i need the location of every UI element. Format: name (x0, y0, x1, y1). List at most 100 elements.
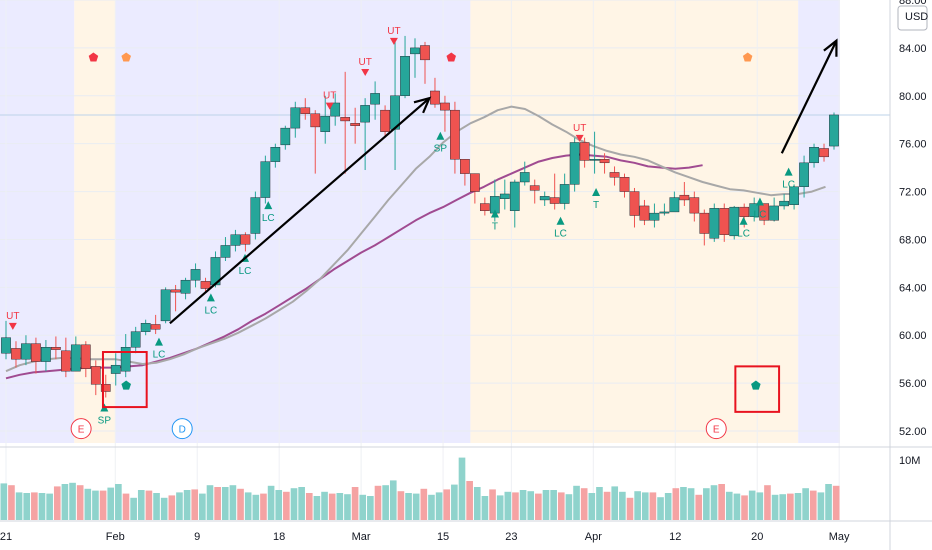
volume-bar[interactable] (107, 487, 115, 520)
volume-bar[interactable] (260, 493, 267, 520)
volume-bar[interactable] (550, 490, 557, 520)
candle-body[interactable] (410, 47, 420, 55)
candle[interactable] (400, 35, 410, 99)
candle-body[interactable] (260, 161, 271, 198)
candle[interactable] (499, 179, 510, 210)
event-badge[interactable]: E (705, 418, 727, 440)
candle[interactable] (180, 277, 191, 300)
candle[interactable] (120, 334, 131, 378)
candle[interactable] (539, 191, 550, 206)
volume-bar[interactable] (817, 492, 825, 520)
candle-body[interactable] (669, 197, 680, 213)
signal-marker[interactable]: LC (554, 216, 567, 240)
candle-body[interactable] (609, 172, 620, 178)
candle[interactable] (11, 341, 21, 368)
candle[interactable] (460, 159, 470, 186)
signal-marker[interactable]: LC (262, 201, 275, 224)
candle-body[interactable] (320, 115, 331, 132)
candle[interactable] (250, 191, 261, 240)
candle[interactable] (619, 173, 630, 198)
volume-bar[interactable] (504, 491, 512, 520)
volume-bar[interactable] (0, 483, 8, 520)
candle[interactable] (589, 131, 600, 174)
candle-body[interactable] (380, 109, 390, 132)
volume-bar[interactable] (15, 492, 23, 520)
candle-body[interactable] (21, 343, 31, 360)
volume-bar[interactable] (596, 487, 603, 520)
candle[interactable] (300, 98, 311, 120)
candle-body[interactable] (789, 186, 799, 205)
candle-body[interactable] (699, 212, 710, 234)
volume-bar[interactable] (92, 490, 99, 520)
volume-bar[interactable] (756, 492, 764, 520)
candle-body[interactable] (430, 90, 440, 105)
candle[interactable] (330, 93, 341, 126)
candle[interactable] (649, 203, 660, 228)
volume-bar[interactable] (664, 493, 672, 520)
volume-bar[interactable] (61, 484, 69, 520)
candle-body[interactable] (639, 205, 650, 221)
volume-bar[interactable] (512, 492, 519, 520)
volume-bar[interactable] (710, 485, 718, 520)
candle[interactable] (759, 203, 770, 226)
volume-bar[interactable] (23, 493, 31, 520)
volume-bar[interactable] (374, 485, 382, 520)
volume-bar[interactable] (160, 497, 168, 520)
candle[interactable] (719, 203, 730, 242)
volume-bar[interactable] (76, 485, 84, 520)
candle[interactable] (21, 335, 31, 366)
candle[interactable] (100, 374, 111, 398)
candle-body[interactable] (200, 281, 211, 289)
volume-bar[interactable] (214, 487, 221, 520)
candle[interactable] (420, 41, 430, 84)
volume-bar[interactable] (809, 490, 817, 520)
candle-body[interactable] (559, 184, 570, 204)
candle[interactable] (410, 38, 420, 78)
volume-bar[interactable] (741, 495, 748, 520)
volume-bar[interactable] (38, 493, 46, 520)
candle-body[interactable] (829, 114, 839, 147)
candle[interactable] (1, 320, 11, 360)
candle-body[interactable] (70, 344, 81, 372)
candle-body[interactable] (509, 181, 520, 211)
volume-bar[interactable] (634, 491, 641, 520)
volume-bar[interactable] (649, 492, 657, 520)
volume-bar[interactable] (199, 493, 206, 520)
volume-bar[interactable] (733, 493, 741, 520)
candle[interactable] (200, 277, 211, 294)
volume-bar[interactable] (481, 496, 489, 520)
volume-bar[interactable] (542, 490, 550, 520)
volume-bar[interactable] (573, 485, 580, 520)
volume-bar[interactable] (46, 493, 53, 520)
volume-bar[interactable] (718, 484, 725, 520)
volume-bar[interactable] (748, 490, 756, 520)
candle[interactable] (699, 209, 710, 246)
candle-body[interactable] (190, 269, 201, 281)
highlight-box[interactable] (734, 365, 781, 413)
volume-bar[interactable] (191, 489, 199, 520)
candle[interactable] (70, 336, 81, 372)
candle[interactable] (829, 112, 839, 150)
volume-bar[interactable] (611, 486, 619, 520)
volume-bar[interactable] (687, 488, 695, 520)
volume-bar[interactable] (565, 494, 573, 520)
volume-bar[interactable] (145, 490, 153, 520)
volume-bar[interactable] (443, 489, 451, 520)
candle-body[interactable] (759, 203, 770, 221)
volume-bar[interactable] (252, 494, 260, 520)
candle[interactable] (679, 181, 690, 206)
candle-body[interactable] (579, 142, 590, 161)
volume-bar[interactable] (771, 494, 779, 520)
volume-bar[interactable] (206, 485, 214, 520)
candle[interactable] (140, 319, 151, 336)
volume-bar[interactable] (725, 491, 733, 520)
volume-bar[interactable] (336, 493, 344, 520)
candle-body[interactable] (629, 191, 640, 216)
candle[interactable] (290, 101, 301, 138)
currency-label[interactable]: USD (905, 11, 928, 23)
candle-body[interactable] (450, 109, 460, 160)
candle[interactable] (340, 71, 351, 174)
volume-bar[interactable] (680, 487, 687, 520)
candle-body[interactable] (160, 289, 171, 322)
candle[interactable] (80, 341, 91, 378)
